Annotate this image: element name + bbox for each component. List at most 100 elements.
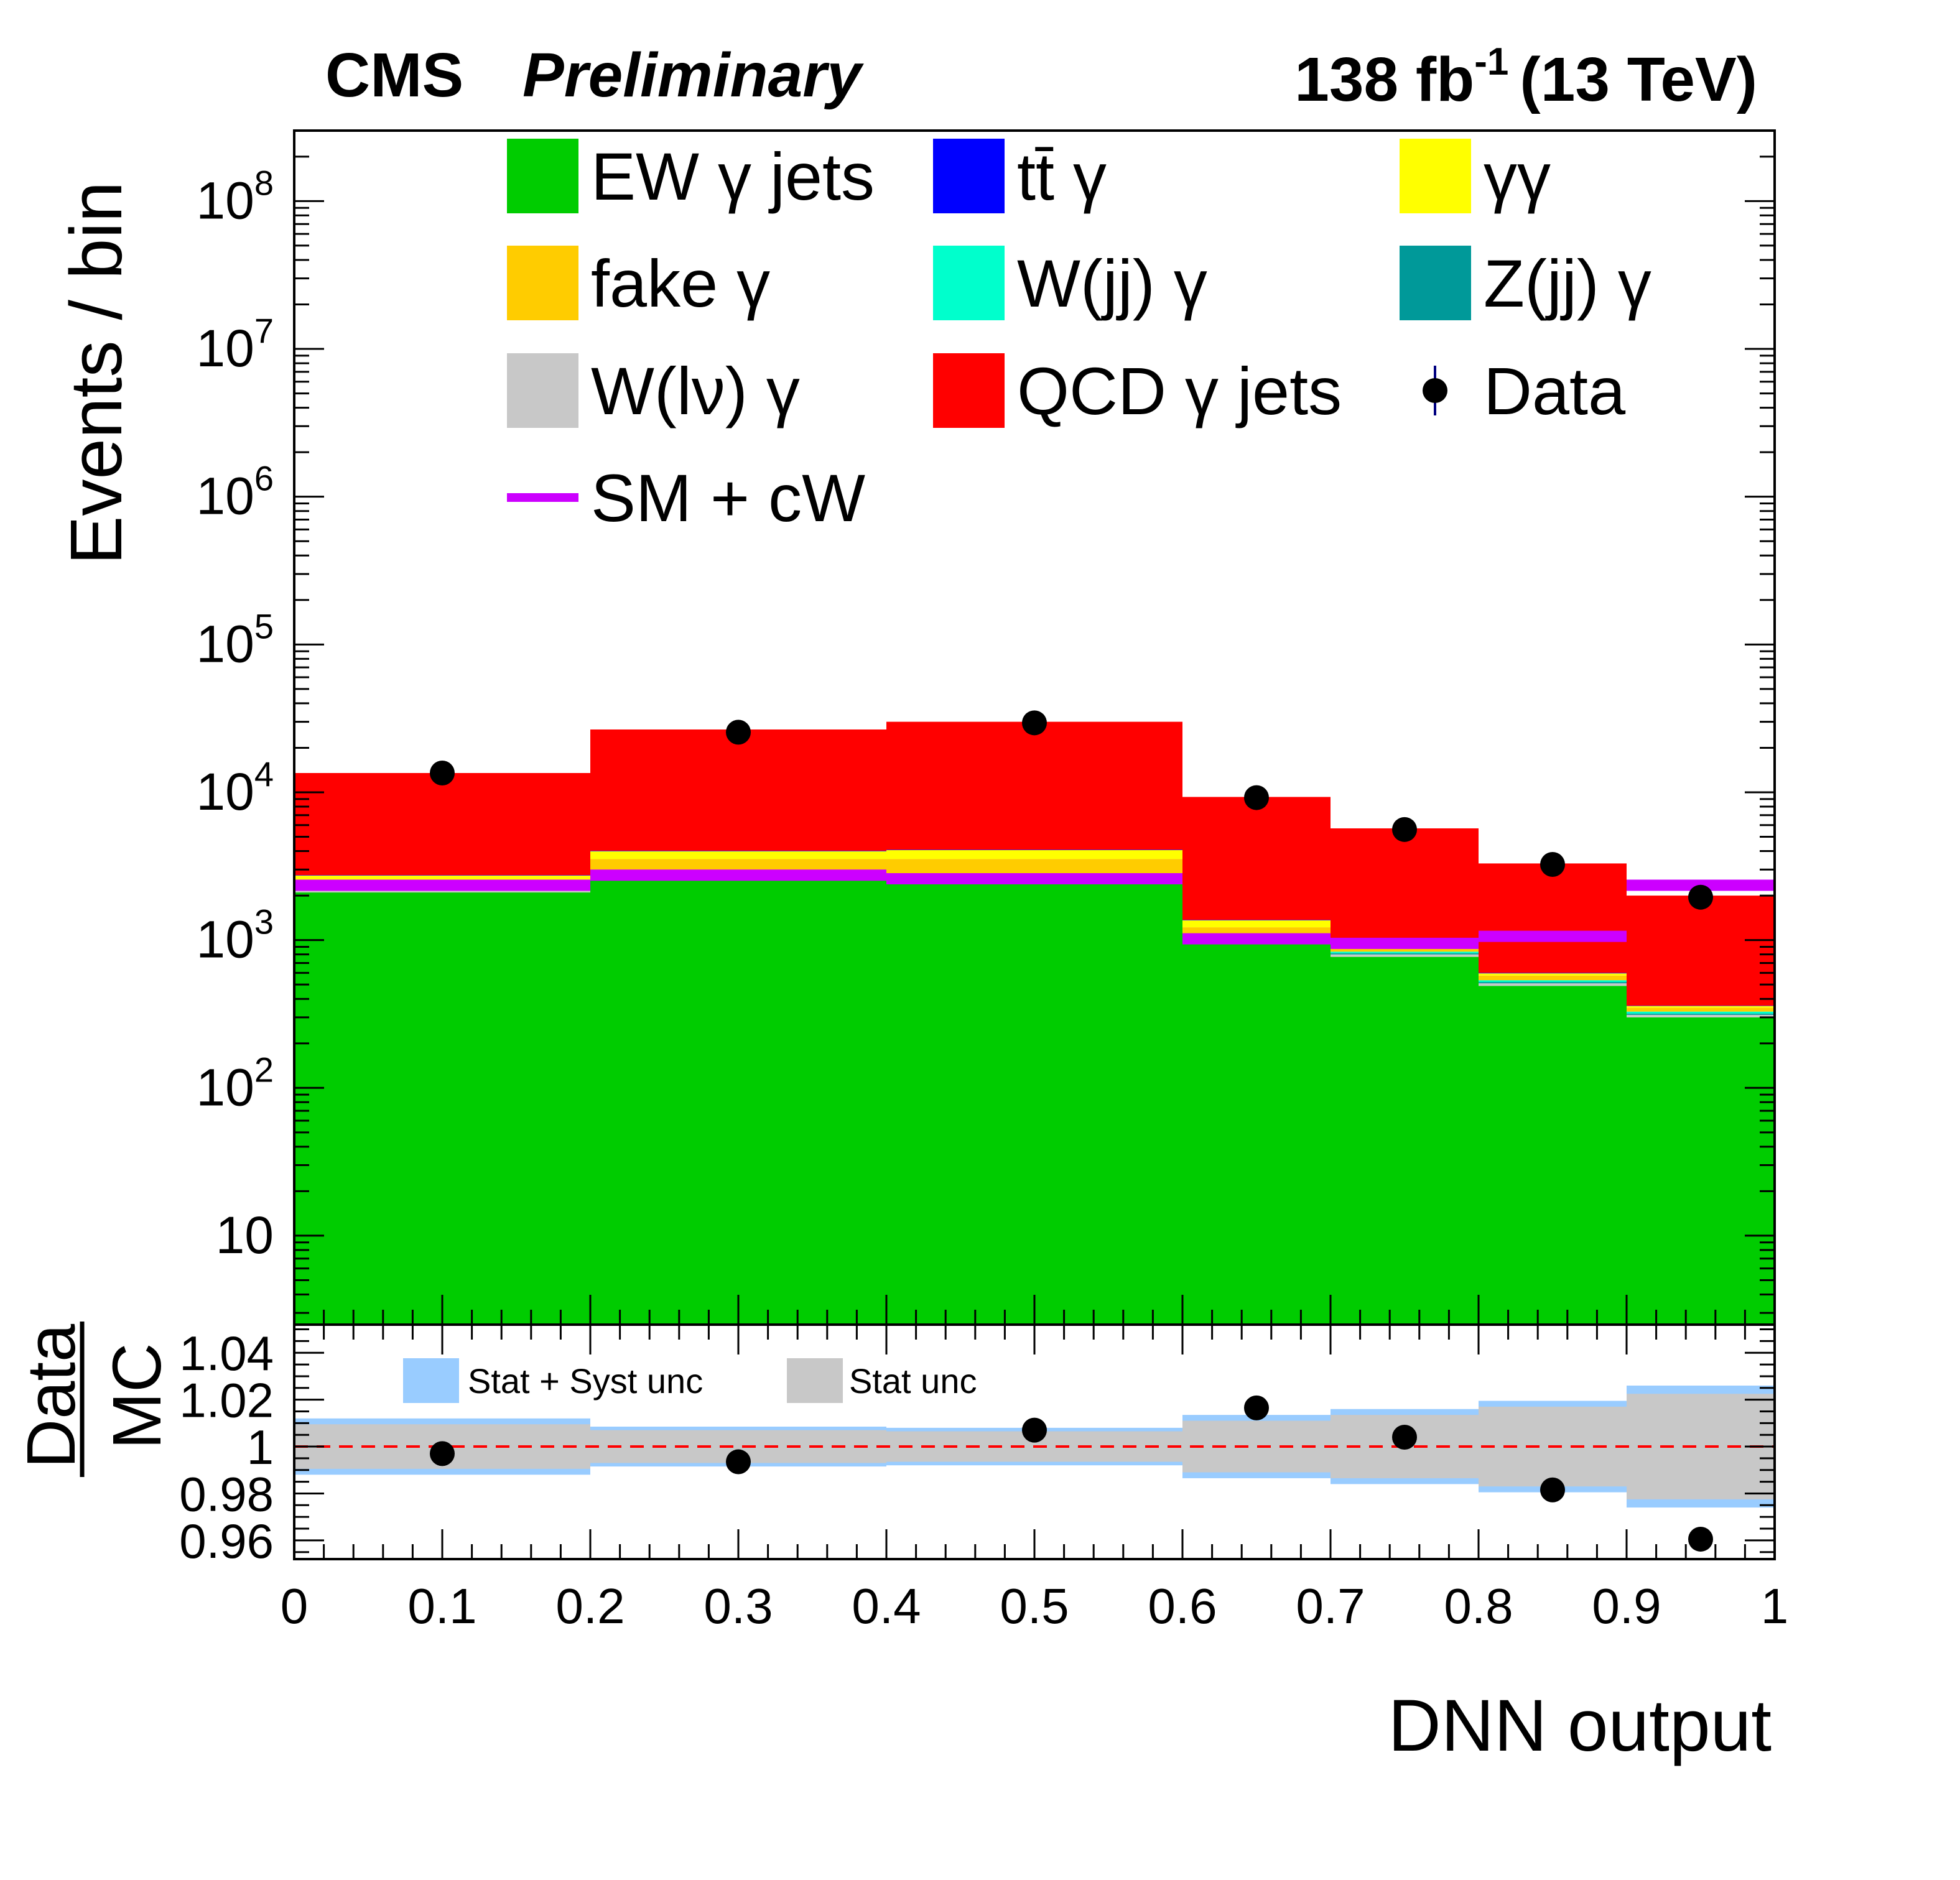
legend-marker-data — [1423, 378, 1447, 403]
bar-w-jj-bin-6 — [1479, 980, 1627, 983]
ratio-point-1 — [430, 1441, 455, 1466]
legend-label-fake: fake γ — [591, 246, 770, 321]
legend-label-stat: Stat unc — [849, 1361, 977, 1401]
data-point-6 — [1540, 851, 1565, 877]
main-y-tick-label: 108 — [196, 163, 274, 229]
data-point-7 — [1688, 884, 1713, 910]
main-y-tick-label: 10 — [216, 1206, 274, 1264]
bar-ew-jets-bin-7 — [1627, 1017, 1775, 1325]
overlay-sm-cw-bin-3 — [886, 873, 1182, 885]
bar-ew-jets-bin-6 — [1479, 986, 1627, 1325]
x-tick-label: 0.1 — [407, 1578, 476, 1634]
legend-swatch-ew-jets — [507, 139, 578, 213]
ratio-y-tick-label: 0.96 — [179, 1514, 274, 1568]
bar-fake-bin-2 — [590, 859, 886, 873]
bar-qcd-jets-bin-4 — [1182, 797, 1331, 920]
ratio-frame — [293, 1323, 1776, 1560]
bar-tt-bin-1 — [294, 875, 590, 876]
main-axes: 10 102 103 104 105 106 107 108 — [196, 129, 1776, 1325]
legend-label-w-jj: W(jj) γ — [1017, 246, 1207, 321]
bar-fake-bin-3 — [886, 859, 1182, 876]
overlay-sm-cw-bin-4 — [1182, 933, 1331, 945]
bar-fake-bin-6 — [1479, 975, 1627, 981]
bar-fake-bin-5 — [1331, 948, 1479, 952]
x-tick-label: 0.2 — [555, 1578, 625, 1634]
legend-label-w-l: W(lν) γ — [591, 353, 800, 428]
data-point-2 — [726, 720, 751, 745]
data-point-1 — [430, 761, 455, 786]
legend-swatch-entry — [1400, 139, 1471, 213]
main-y-tick-label: 103 — [196, 902, 274, 969]
bar-ew-jets-bin-4 — [1182, 943, 1331, 1325]
x-axis-label: DNN output — [1388, 1685, 1772, 1767]
bar-qcd-jets-bin-3 — [886, 721, 1182, 850]
legend-swatch-stat — [787, 1358, 843, 1403]
luminosity-label: 138 fb-1 (13 TeV) — [1294, 40, 1757, 114]
ratio-point-2 — [726, 1449, 751, 1475]
bar-series-bin-7 — [1627, 1006, 1775, 1008]
ratio-point-layer — [430, 1395, 1713, 1552]
x-tick-label: 0.7 — [1296, 1578, 1365, 1634]
status-label: Preliminary — [523, 40, 864, 110]
stack-layer — [294, 721, 1775, 1325]
bar-qcd-jets-bin-7 — [1627, 896, 1775, 1006]
overlay-sm-cw-bin-6 — [1479, 930, 1627, 942]
overlay-layer — [294, 869, 1775, 949]
bar-ew-jets-bin-5 — [1331, 956, 1479, 1325]
legend-label-ew-jets: EW γ jets — [591, 139, 875, 214]
main-y-tick-label: 107 — [196, 311, 274, 377]
ratio-y-tick-label: 1 — [247, 1420, 274, 1475]
bar-series-bin-6 — [1479, 973, 1627, 976]
legend-label-data: Data — [1484, 353, 1626, 428]
legend-swatch-qcd-jets — [933, 353, 1005, 428]
x-tick-label: 0.6 — [1148, 1578, 1217, 1634]
x-tick-label: 0.8 — [1444, 1578, 1513, 1634]
legend-swatch-sm-cw — [507, 493, 578, 502]
bar-fake-bin-7 — [1627, 1007, 1775, 1012]
bar-w-l-bin-6 — [1479, 983, 1627, 986]
main-panel: 10 102 103 104 105 106 107 108 Events / bin — [55, 129, 1776, 1326]
bar-w-l-bin-1 — [294, 889, 590, 893]
legend-label-stat-syst: Stat + Syst unc — [468, 1361, 703, 1401]
bar-series-bin-3 — [886, 850, 1182, 859]
ratio-point-5 — [1392, 1424, 1417, 1450]
ratio-point-3 — [1022, 1417, 1047, 1443]
main-y-tick-label: 104 — [196, 754, 274, 821]
bar-w-jj-bin-5 — [1331, 952, 1479, 953]
data-layer — [430, 710, 1713, 910]
ratio-legend: Stat + Syst unc Stat unc — [403, 1358, 977, 1403]
legend: EW γ jets tt̄ γ γγ fake γ W(jj) γ Z(jj) γ W(lν… — [507, 139, 1651, 535]
legend-swatch-z-jj — [1400, 246, 1471, 320]
bar-ew-jets-bin-2 — [590, 879, 886, 1325]
ratio-y-label-numerator: Data — [13, 1323, 90, 1468]
ratio-point-7 — [1688, 1526, 1713, 1552]
legend-label-sm-cw: SM + cW — [591, 460, 865, 535]
overlay-sm-cw-bin-5 — [1331, 937, 1479, 949]
bar-ew-jets-bin-1 — [294, 892, 590, 1325]
main-y-tick-label: 106 — [196, 459, 274, 526]
bar-z-jj-bin-6 — [1479, 982, 1627, 984]
bar-series-bin-2 — [590, 851, 886, 859]
bar-z-jj-bin-7 — [1627, 1013, 1775, 1015]
bar-w-l-bin-5 — [1331, 954, 1479, 957]
main-y-tick-label: 105 — [196, 606, 274, 673]
x-tick-label: 0.9 — [1592, 1578, 1661, 1634]
data-point-5 — [1392, 817, 1417, 842]
bar-series-bin-1 — [294, 875, 590, 880]
ratio-y-tick-label: 1.02 — [179, 1373, 274, 1428]
ratio-point-4 — [1244, 1395, 1269, 1420]
data-point-3 — [1022, 710, 1047, 736]
bar-w-l-bin-7 — [1627, 1014, 1775, 1017]
data-point-4 — [1244, 785, 1269, 810]
legend-label-entry: γγ — [1484, 139, 1551, 214]
main-y-tick-label: 102 — [196, 1050, 274, 1116]
legend-swatch-w-jj — [933, 246, 1005, 320]
x-tick-label: 0.3 — [704, 1578, 773, 1634]
bar-qcd-jets-bin-6 — [1479, 863, 1627, 973]
legend-swatch-w-l — [507, 353, 578, 428]
x-tick-label: 0 — [281, 1578, 309, 1634]
overlay-sm-cw-bin-1 — [294, 879, 590, 891]
legend-swatch-fake — [507, 246, 578, 320]
